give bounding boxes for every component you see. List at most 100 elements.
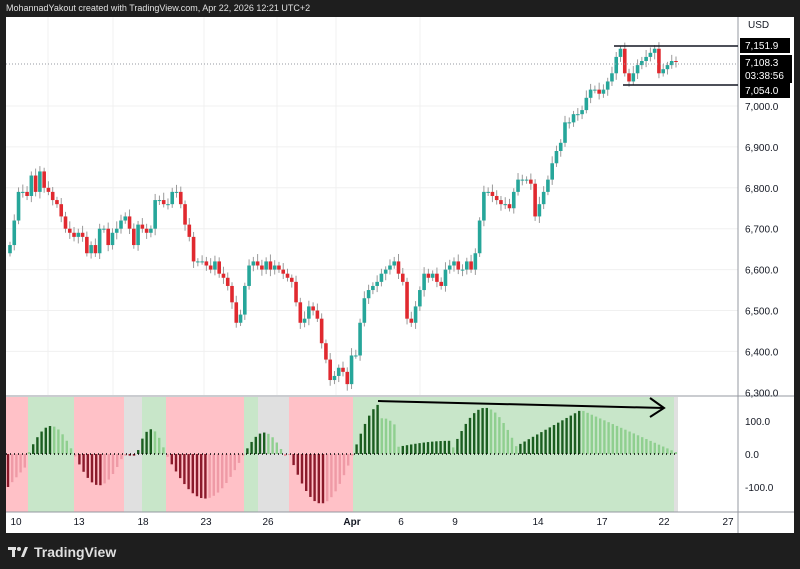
- histogram-bar: [221, 454, 224, 489]
- histogram-bar: [531, 436, 535, 454]
- histogram-bar: [418, 443, 421, 454]
- candle-body: [409, 318, 414, 323]
- candle-body: [430, 273, 435, 278]
- histogram-bar: [15, 454, 18, 478]
- range-low-label-bg: [740, 83, 790, 98]
- candle-body: [593, 89, 597, 91]
- candle-body: [260, 265, 264, 270]
- histogram-bar: [573, 413, 577, 454]
- histogram-bar: [61, 434, 64, 454]
- divergence-arrow-line[interactable]: [377, 400, 665, 409]
- histogram-bar: [515, 446, 518, 454]
- range-high-label: 7,151.9: [745, 41, 779, 52]
- histogram-bar: [372, 409, 375, 454]
- candle-body: [76, 232, 81, 237]
- histogram-bar: [578, 410, 581, 454]
- candle-body: [225, 277, 230, 286]
- histogram-bar: [19, 454, 22, 473]
- candle-body: [447, 265, 452, 270]
- histogram-bar: [351, 454, 354, 456]
- candle-body: [59, 204, 64, 217]
- candle-body: [166, 204, 170, 206]
- candle-body: [669, 61, 674, 66]
- candle-body: [213, 261, 217, 270]
- histogram-bar: [170, 454, 173, 465]
- histogram-bar: [149, 429, 152, 454]
- range-high-label-bg: [740, 38, 790, 53]
- histogram-bar: [645, 439, 648, 454]
- footer-brand: TradingView: [34, 544, 117, 560]
- candle-body: [230, 285, 234, 303]
- histogram-bar: [82, 454, 85, 472]
- histogram-bar: [565, 417, 568, 454]
- candle-body: [503, 204, 508, 206]
- histogram-bar: [368, 415, 371, 454]
- histogram-bar: [208, 454, 211, 498]
- candle-body: [358, 322, 362, 356]
- histogram-bar: [506, 429, 509, 454]
- candle-body: [400, 273, 405, 282]
- candle-body: [243, 285, 247, 315]
- histogram-bar: [279, 448, 283, 454]
- candle-body: [490, 191, 495, 196]
- candle-body: [33, 175, 38, 192]
- time-tick: 14: [532, 517, 544, 528]
- candle-body: [469, 261, 473, 270]
- histogram-bar: [523, 441, 526, 454]
- histogram-bar: [414, 443, 417, 454]
- candle-body: [379, 273, 384, 282]
- candle-body: [149, 228, 153, 233]
- histogram-bar: [489, 409, 493, 454]
- candle-body: [622, 48, 627, 74]
- histogram-bar: [569, 415, 572, 454]
- candle-body: [72, 232, 76, 237]
- candle-body: [520, 179, 525, 181]
- histogram-bar: [502, 422, 505, 454]
- histogram-bar: [78, 454, 81, 465]
- histogram-bar: [137, 450, 140, 454]
- candle-body: [114, 228, 119, 233]
- candle-body: [618, 48, 623, 57]
- histogram-bar: [212, 454, 215, 496]
- histogram-bar: [473, 413, 476, 454]
- histogram-bar: [116, 454, 119, 467]
- candle-body: [576, 114, 580, 116]
- price-tick: 6,400.0: [745, 347, 779, 358]
- histogram-bar: [582, 410, 585, 454]
- candle-body: [264, 261, 268, 270]
- attribution-text: MohannadYakout created with TradingView.…: [6, 3, 311, 13]
- histogram-bar: [599, 418, 602, 454]
- histogram-bar: [296, 454, 299, 475]
- candle-body: [657, 48, 661, 74]
- candle-body: [546, 179, 550, 192]
- candle-body: [311, 306, 315, 311]
- histogram-bar: [48, 426, 52, 454]
- histogram-bar: [271, 437, 274, 454]
- candle-body: [80, 232, 85, 237]
- candle-body: [63, 216, 68, 229]
- candle-body: [97, 228, 102, 254]
- histogram-bar: [468, 417, 472, 454]
- histogram-bar: [498, 417, 501, 454]
- candle-body: [50, 191, 55, 201]
- candle-body: [396, 261, 401, 274]
- histogram-bar: [426, 442, 430, 454]
- histogram-bar: [23, 454, 26, 468]
- histogram-bar: [233, 454, 236, 471]
- histogram-bar: [69, 448, 73, 454]
- time-tick: Apr: [343, 517, 360, 528]
- candle-body: [418, 290, 422, 307]
- candle-body: [85, 236, 89, 254]
- candle-body: [319, 318, 324, 344]
- candle-body: [183, 204, 187, 225]
- histogram-bar: [548, 427, 551, 454]
- candle-body: [153, 200, 157, 229]
- histogram-bar: [32, 444, 35, 454]
- candle-body: [307, 306, 311, 319]
- price-tick: 6,900.0: [745, 143, 779, 154]
- candle-body: [281, 269, 286, 274]
- candle-body: [132, 228, 136, 246]
- histogram-bar: [158, 437, 161, 454]
- candle-body: [665, 65, 670, 70]
